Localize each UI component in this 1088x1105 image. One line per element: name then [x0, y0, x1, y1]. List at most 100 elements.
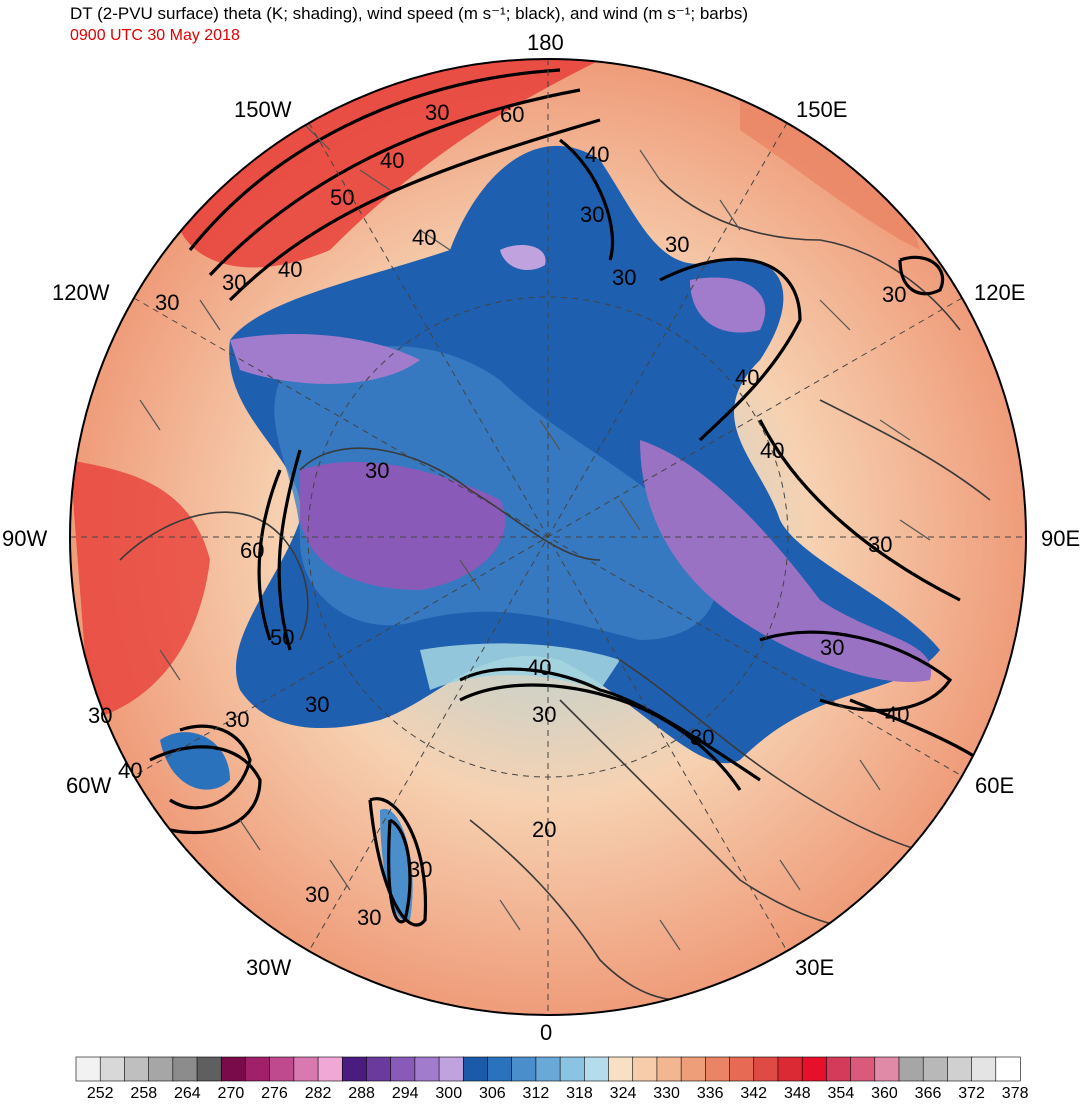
- contour-label: 30: [222, 270, 246, 295]
- colorbar-swatch: [777, 1056, 803, 1082]
- colorbar-tick-label: 288: [348, 1085, 375, 1102]
- contour-label: 30: [882, 282, 906, 307]
- graticule: [70, 59, 1026, 1015]
- colorbar-swatch: [462, 1056, 489, 1082]
- contour-label: 30: [305, 882, 329, 907]
- contour-label: 40: [585, 142, 609, 167]
- contour-label: 50: [270, 625, 294, 650]
- colorbar-swatch: [559, 1056, 585, 1082]
- colorbar-swatch: [148, 1056, 174, 1082]
- contour-label: 60: [500, 102, 524, 127]
- contour-label-group: 30 40 50 60 40 30 30 30 40 40 30 30 40 3…: [88, 100, 909, 930]
- coastlines: [119, 179, 991, 1001]
- contour-label: 20: [532, 817, 556, 842]
- contour-label: 30: [225, 707, 249, 732]
- colorbar-tick-label: 264: [173, 1085, 201, 1102]
- colorbar-swatch: [705, 1056, 731, 1082]
- colorbar-swatch: [535, 1056, 561, 1082]
- colorbar-swatch: [487, 1056, 513, 1082]
- colorbar-swatch: [390, 1056, 416, 1082]
- contour-label: 40: [278, 257, 302, 282]
- contour-label: 30: [365, 458, 389, 483]
- contour-label: 30: [305, 692, 329, 717]
- colorbar-tick-label: 366: [914, 1085, 942, 1102]
- colorbar-swatch: [632, 1056, 658, 1082]
- colorbar-tick-label: 342: [740, 1085, 768, 1102]
- colorbar-tick-label: 360: [871, 1085, 898, 1102]
- colorbar-swatch: [317, 1056, 343, 1082]
- colorbar-swatch: [801, 1056, 827, 1082]
- colorbar-swatch: [656, 1056, 682, 1082]
- lon-label-180: 180: [527, 30, 564, 55]
- colorbar-tick-label: 372: [958, 1085, 985, 1102]
- colorbar-swatch: [172, 1056, 198, 1082]
- contour-label: 30: [665, 232, 689, 257]
- colorbar-tick-label: 270: [217, 1085, 245, 1102]
- colorbar-tick-label: 330: [653, 1085, 680, 1102]
- lon-label-0: 0: [540, 1020, 553, 1045]
- colorbar-swatch: [874, 1056, 900, 1082]
- contour-label: 40: [118, 758, 142, 783]
- colorbar-swatch: [753, 1056, 779, 1082]
- valid-time: 0900 UTC 30 May 2018: [70, 27, 240, 44]
- colorbar-swatch: [995, 1056, 1021, 1082]
- contour-label: 30: [408, 857, 432, 882]
- wind-speed-contours: [149, 68, 981, 927]
- contour-label: 30: [690, 725, 714, 750]
- colorbar-tick-label: 336: [696, 1085, 724, 1102]
- contour-label: 30: [612, 265, 636, 290]
- colorbar-swatch: [584, 1056, 610, 1082]
- lon-label-60w: 60W: [66, 773, 112, 798]
- contour-label: 30: [155, 290, 179, 315]
- colorbar-swatch: [898, 1056, 924, 1082]
- lon-label-150w: 150W: [234, 97, 292, 122]
- map-border: [69, 58, 1027, 1016]
- colorbar-swatch: [124, 1056, 150, 1082]
- lon-label-120e: 120E: [974, 280, 1026, 305]
- colorbar: [75, 1056, 1021, 1082]
- contour-label: 40: [380, 148, 404, 173]
- lon-label-30w: 30W: [246, 955, 292, 980]
- colorbar-swatch: [220, 1056, 247, 1082]
- colorbar-tick-label: 318: [566, 1085, 593, 1102]
- lon-label-120w: 120W: [52, 280, 110, 305]
- colorbar-swatch: [947, 1056, 973, 1082]
- colorbar-tick-label: 252: [86, 1085, 114, 1102]
- lon-label-90w: 90W: [2, 526, 48, 551]
- colorbar-tick-label: 282: [304, 1085, 332, 1102]
- colorbar-tick-label: 378: [1001, 1085, 1029, 1102]
- colorbar-tick-label: 354: [827, 1085, 855, 1102]
- contour-label: 30: [357, 905, 381, 930]
- map-title: DT (2-PVU surface) theta (K; shading), w…: [70, 4, 749, 23]
- colorbar-labels: 252 258 264 270 276 282 288 294 300 306 312 318 324 3…: [0, 1085, 1088, 1105]
- wind-barbs: [139, 119, 931, 951]
- colorbar-swatch: [680, 1056, 706, 1082]
- colorbar-tick-label: 324: [609, 1085, 637, 1102]
- lon-label-30e: 30E: [795, 955, 835, 980]
- contour-label: 30: [820, 635, 844, 660]
- colorbar-tick-label: 300: [435, 1085, 463, 1102]
- contour-label: 30: [88, 703, 112, 728]
- contour-label: 50: [330, 185, 354, 210]
- lon-label-60e: 60E: [975, 773, 1015, 798]
- contour-label: 30: [532, 702, 556, 727]
- contour-label: 40: [735, 365, 759, 390]
- colorbar-swatch: [293, 1056, 319, 1082]
- lon-label-90e: 90E: [1041, 526, 1081, 551]
- contour-label: 40: [412, 225, 436, 250]
- theta-shading: [70, 59, 1026, 1015]
- colorbar-tick-label: 306: [478, 1085, 506, 1102]
- colorbar-tick-label: 312: [522, 1085, 550, 1102]
- colorbar-swatch: [269, 1056, 295, 1082]
- colorbar-swatch: [971, 1056, 997, 1082]
- colorbar-tick-label: 348: [783, 1085, 811, 1102]
- contour-label: 40: [527, 655, 551, 680]
- colorbar-swatch: [245, 1056, 271, 1082]
- colorbar-swatch: [366, 1056, 392, 1082]
- colorbar-swatch: [922, 1056, 948, 1082]
- colorbar-swatch: [608, 1056, 634, 1082]
- lon-label-150e: 150E: [796, 97, 848, 122]
- colorbar-swatch: [414, 1056, 440, 1082]
- colorbar-swatch: [826, 1056, 852, 1082]
